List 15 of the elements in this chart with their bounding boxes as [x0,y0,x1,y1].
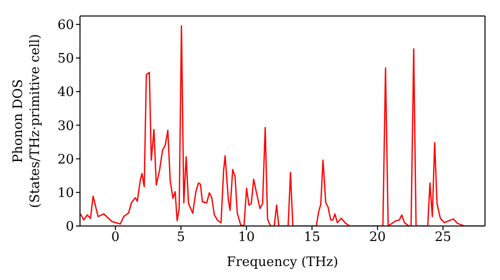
y-axis-title: Phonon DOS (States/THz·primitive cell) [11,34,43,208]
y-tick-label: 0 [66,220,74,235]
x-axis-title: Frequency (THz) [226,255,338,270]
x-tick-label: 10 [238,230,255,246]
y-tick-label: 60 [57,18,74,34]
y-tick-label: 50 [57,52,74,67]
x-tick-label: 20 [369,230,386,246]
x-tick-label: 15 [304,230,320,246]
x-tick-label: 0 [111,230,120,246]
y-tick-label: 30 [57,118,74,134]
y-tick-label: 10 [57,186,74,202]
x-tick-label: 25 [434,230,452,246]
y-tick-label: 40 [57,85,74,100]
y-tick-label: 20 [57,152,74,168]
x-tick-label: 5 [176,230,186,246]
